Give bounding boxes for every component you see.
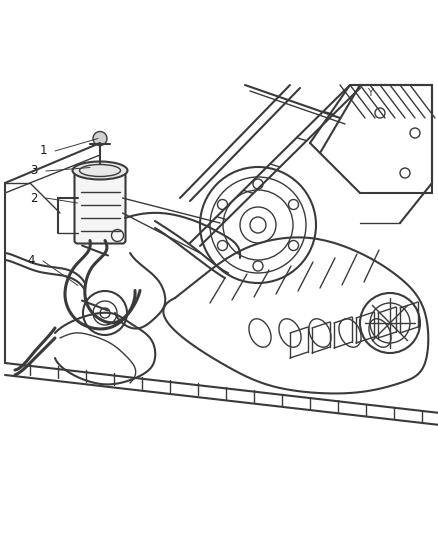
Circle shape <box>93 132 107 146</box>
Text: 2: 2 <box>31 191 38 205</box>
Text: 1: 1 <box>39 144 47 157</box>
FancyBboxPatch shape <box>74 173 126 244</box>
Text: 3: 3 <box>31 165 38 177</box>
Text: 4: 4 <box>28 254 35 268</box>
Ellipse shape <box>73 161 127 180</box>
Text: Y: Y <box>367 88 373 98</box>
